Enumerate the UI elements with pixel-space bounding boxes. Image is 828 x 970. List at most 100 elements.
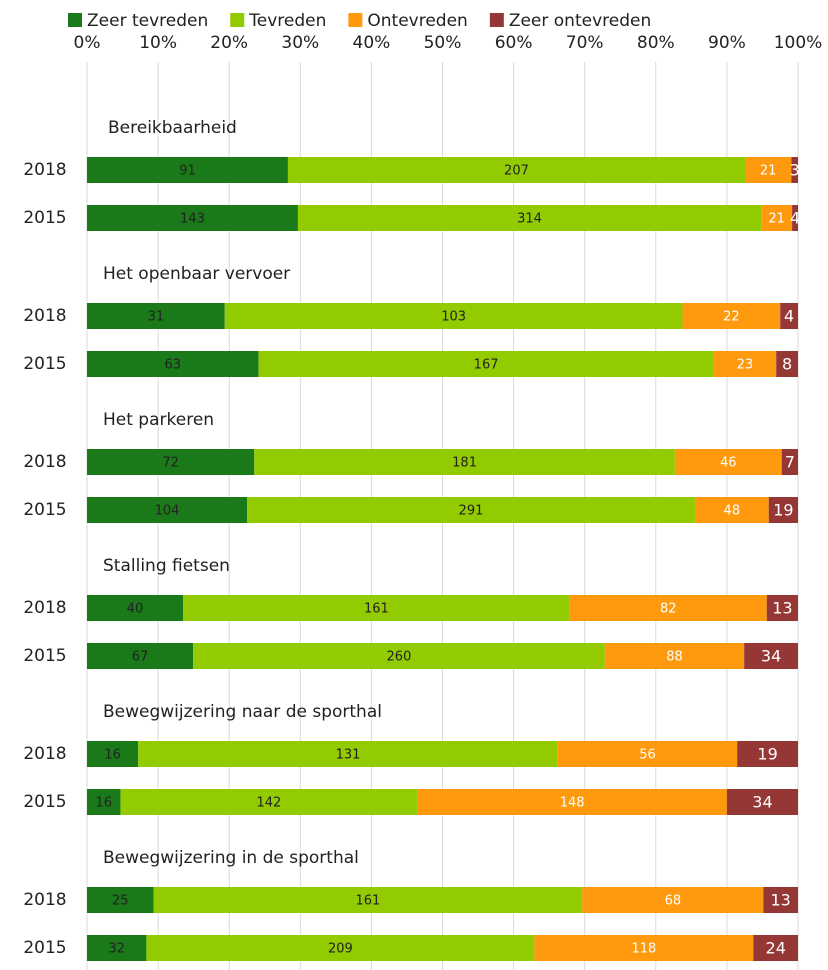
bar-segment [224,303,683,329]
bar-segment [674,449,782,475]
bar-segment [534,935,754,961]
bar-segment [753,935,798,961]
data-label: 13 [771,891,791,910]
y-tick-label: 2015 [23,208,66,228]
data-label: 161 [356,894,381,909]
bar-segment [417,789,727,815]
x-tick-label: 60% [495,33,533,53]
y-tick-label: 2015 [23,500,66,520]
bar-segment [713,351,777,377]
data-label: 314 [517,212,542,227]
data-label: 91 [179,164,196,179]
x-tick-label: 80% [637,33,675,53]
y-tick-label: 2018 [23,452,66,472]
bar-segment [87,351,259,377]
data-label: 40 [127,602,144,617]
x-tick-label: 50% [424,33,462,53]
bar-segment [193,643,605,669]
group-title: Bewegwijzering naar de sporthal [103,702,382,722]
data-label: 13 [772,599,792,618]
bar-segment [287,157,746,183]
bar-segment [254,449,675,475]
legend-label: Zeer tevreden [87,11,208,31]
y-tick-label: 2015 [23,938,66,958]
data-label: 16 [95,796,112,811]
x-tick-label: 100% [774,33,823,53]
group-title: Bereikbaarheid [108,118,237,138]
data-label: 23 [737,358,754,373]
group-title: Stalling fietsen [103,556,230,576]
data-label: 46 [720,456,737,471]
data-label: 104 [155,504,180,519]
bar-segment [87,157,288,183]
data-label: 48 [724,504,741,519]
bar-segment [763,887,798,913]
bar-segment [604,643,745,669]
data-label: 21 [768,212,785,227]
data-label: 88 [666,650,683,665]
data-label: 142 [257,796,282,811]
legend-swatch [230,13,245,27]
data-label: 34 [752,793,772,812]
bar-segment [87,789,121,815]
y-tick-label: 2018 [23,306,66,326]
bar-segment [146,935,535,961]
bar-segment [87,497,248,523]
bar-segment [682,303,781,329]
bar-segment [744,643,798,669]
legend-swatch [68,13,82,27]
y-tick-label: 2018 [23,598,66,618]
legend-swatch [348,13,363,27]
bar-segment [138,741,558,767]
data-label: 167 [474,358,499,373]
legend-label: Zeer ontevreden [509,11,651,31]
data-label: 19 [773,501,793,520]
data-label: 181 [452,456,477,471]
bar-segment [792,205,798,231]
data-label: 209 [328,942,353,957]
legend-label: Ontevreden [367,11,467,31]
data-label: 7 [785,453,795,472]
data-label: 19 [757,745,777,764]
data-label: 207 [504,164,529,179]
data-label: 143 [180,212,205,227]
data-label: 4 [784,307,794,326]
data-label: 22 [723,310,740,325]
bar-segment [87,449,255,475]
bar-segment [87,643,194,669]
group-title: Bewegwijzering in de sporthal [103,848,359,868]
bar-segment [569,595,767,621]
data-label: 4 [790,209,800,228]
x-tick-label: 30% [281,33,319,53]
data-label: 103 [441,310,466,325]
legend-swatch [489,13,504,27]
bar-segment [87,303,225,329]
y-tick-label: 2015 [23,792,66,812]
data-label: 34 [761,647,781,666]
data-label: 63 [165,358,182,373]
data-label: 16 [104,748,121,763]
x-tick-label: 90% [708,33,746,53]
data-label: 31 [148,310,165,325]
bar-segment [745,157,792,183]
bar-segment [87,205,298,231]
x-tick-label: 10% [139,33,177,53]
data-label: 25 [112,894,129,909]
data-label: 72 [162,456,179,471]
bar-segment [153,887,583,913]
data-label: 3 [790,161,800,180]
bar-segment [183,595,570,621]
data-label: 260 [387,650,412,665]
bar-segment [780,303,798,329]
bar-segment [247,497,695,523]
bar-segment [791,157,798,183]
data-label: 8 [782,355,792,374]
data-label: 24 [766,939,786,958]
x-tick-label: 0% [74,33,101,53]
data-label: 67 [132,650,149,665]
bar-segment [768,497,798,523]
bar-segment [694,497,769,523]
y-tick-label: 2015 [23,354,66,374]
bar-segment [781,449,798,475]
data-label: 32 [108,942,125,957]
